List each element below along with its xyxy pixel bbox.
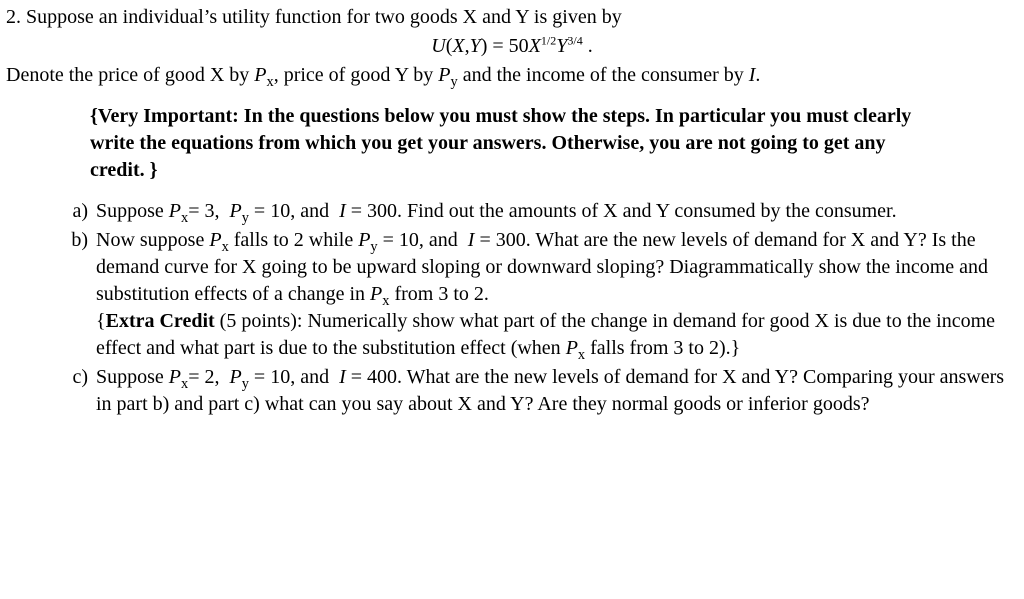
part-marker-a: a) xyxy=(54,198,88,225)
important-note: {Very Important: In the questions below … xyxy=(90,103,940,184)
part-c: c) Suppose Px= 2, Py = 10, and I = 400. … xyxy=(46,364,1006,418)
part-a: a) Suppose Px= 3, Py = 10, and I = 300. … xyxy=(46,198,1006,225)
part-a-text: Suppose Px= 3, Py = 10, and I = 300. Fin… xyxy=(96,200,897,222)
part-marker-c: c) xyxy=(54,364,88,391)
intro-text-1: Suppose an individual’s utility function… xyxy=(26,6,622,28)
part-c-text: Suppose Px= 2, Py = 10, and I = 400. Wha… xyxy=(96,366,1004,415)
part-marker-b: b) xyxy=(54,227,88,254)
part-b: b) Now suppose Px falls to 2 while Py = … xyxy=(46,227,1006,362)
problem-intro-line1: 2. Suppose an individual’s utility funct… xyxy=(6,4,1018,31)
part-b-text: Now suppose Px falls to 2 while Py = 10,… xyxy=(96,229,995,359)
problem-intro-line2: Denote the price of good X by Px, price … xyxy=(6,62,1018,89)
utility-function: U(X,Y) = 50X1/2Y3/4 . xyxy=(6,33,1018,60)
question-number: 2. xyxy=(6,6,21,28)
parts-list: a) Suppose Px= 3, Py = 10, and I = 300. … xyxy=(46,198,1006,418)
